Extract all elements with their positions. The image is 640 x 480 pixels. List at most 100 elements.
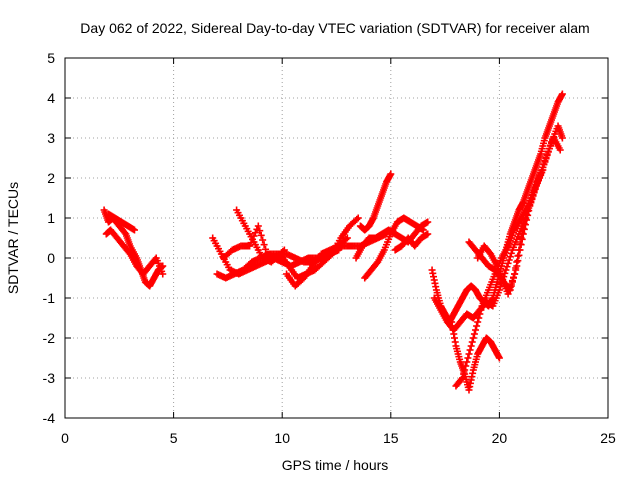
data-point-marker — [558, 90, 566, 98]
data-point-marker — [506, 253, 514, 261]
data-point-marker — [247, 239, 255, 247]
data-point-marker — [514, 257, 522, 265]
data-point-marker — [465, 350, 473, 358]
data-point-marker — [457, 375, 465, 383]
data-point-marker — [343, 234, 351, 242]
x-tick-label: 20 — [492, 430, 508, 446]
data-point-marker — [504, 259, 512, 267]
data-point-marker — [515, 251, 523, 259]
data-point-marker — [467, 342, 475, 350]
y-tick-label: 4 — [47, 90, 55, 106]
data-point-marker — [249, 235, 257, 243]
data-point-marker — [495, 354, 503, 362]
y-tick-label: 1 — [47, 210, 55, 226]
data-point-marker — [387, 170, 395, 178]
data-point-marker — [510, 274, 518, 282]
x-tick-labels: 0 5 10 15 20 25 — [61, 430, 616, 446]
x-tick-label: 0 — [61, 430, 69, 446]
y-tick-label: 5 — [47, 50, 55, 66]
data-point-marker — [472, 326, 480, 334]
y-tick-label: 2 — [47, 170, 55, 186]
data-point-marker — [477, 306, 485, 314]
data-point-marker — [475, 314, 483, 322]
data-point-marker — [495, 286, 503, 294]
data-point-marker — [473, 322, 481, 330]
data-point-marker — [529, 192, 537, 200]
data-point-marker — [159, 270, 167, 278]
data-point-marker — [516, 246, 524, 254]
data-point-marker — [280, 246, 288, 254]
data-point-marker — [540, 160, 548, 168]
data-point-marker — [259, 236, 267, 244]
y-tick-label: 0 — [47, 250, 55, 266]
data-point-marker — [508, 278, 516, 286]
data-point-marker — [279, 247, 287, 255]
data-point-marker — [458, 374, 466, 382]
data-points — [100, 90, 566, 394]
data-point-marker — [354, 214, 362, 222]
data-point-marker — [504, 290, 512, 298]
data-point-marker — [424, 230, 432, 238]
data-point-marker — [520, 225, 528, 233]
data-point-marker — [531, 185, 539, 193]
data-point-marker — [466, 346, 474, 354]
data-point-marker — [250, 232, 258, 240]
data-point-marker — [525, 207, 533, 215]
data-point-marker — [246, 242, 254, 250]
data-point-marker — [424, 218, 432, 226]
y-tick-labels: -4 -3 -2 -1 0 1 2 3 4 5 — [43, 50, 56, 426]
y-tick-label: -1 — [43, 290, 56, 306]
y-tick-label: -3 — [43, 370, 56, 386]
data-point-marker — [558, 134, 566, 142]
data-point-marker — [131, 226, 139, 234]
x-axis-label: GPS time / hours — [282, 457, 389, 473]
data-point-marker — [474, 318, 482, 326]
data-point-marker — [512, 266, 520, 274]
data-point-marker — [262, 245, 270, 253]
data-point-marker — [527, 199, 535, 207]
data-point-marker — [556, 146, 564, 154]
data-point-marker — [530, 189, 538, 197]
x-tick-label: 10 — [274, 430, 290, 446]
data-point-marker — [542, 153, 550, 161]
data-point-marker — [526, 202, 534, 210]
data-point-marker — [470, 330, 478, 338]
x-tick-label: 15 — [383, 430, 399, 446]
data-point-marker — [502, 266, 510, 274]
axis-ticks — [64, 57, 609, 419]
data-point-marker — [460, 370, 468, 378]
data-point-marker — [257, 231, 265, 239]
x-tick-label: 25 — [600, 430, 616, 446]
plot-frame — [64, 57, 609, 419]
data-point-marker — [468, 338, 476, 346]
data-point-marker — [476, 310, 484, 318]
data-point-marker — [251, 229, 259, 237]
data-point-marker — [260, 241, 268, 249]
y-tick-label: -4 — [43, 410, 56, 426]
data-point-marker — [256, 227, 264, 235]
data-point-marker — [461, 366, 469, 374]
data-point-marker — [464, 354, 472, 362]
chart-title: Day 062 of 2022, Sidereal Day-to-day VTE… — [80, 20, 589, 36]
data-point-marker — [353, 215, 361, 223]
data-point-marker — [419, 226, 427, 234]
data-point-marker — [511, 270, 519, 278]
data-point-marker — [507, 282, 515, 290]
data-point-marker — [524, 211, 532, 219]
grid-lines — [65, 58, 608, 418]
y-tick-label: -2 — [43, 330, 56, 346]
data-point-marker — [521, 221, 529, 229]
data-point-marker — [528, 195, 536, 203]
data-point-marker — [505, 256, 513, 264]
y-tick-label: 3 — [47, 130, 55, 146]
data-point-marker — [503, 263, 511, 271]
data-point-marker — [254, 222, 262, 230]
x-tick-label: 5 — [170, 430, 178, 446]
data-point-marker — [462, 362, 470, 370]
data-point-marker — [517, 234, 525, 242]
data-point-marker — [342, 235, 350, 243]
data-point-marker — [541, 157, 549, 165]
data-point-marker — [539, 166, 547, 174]
data-point-marker — [463, 358, 471, 366]
